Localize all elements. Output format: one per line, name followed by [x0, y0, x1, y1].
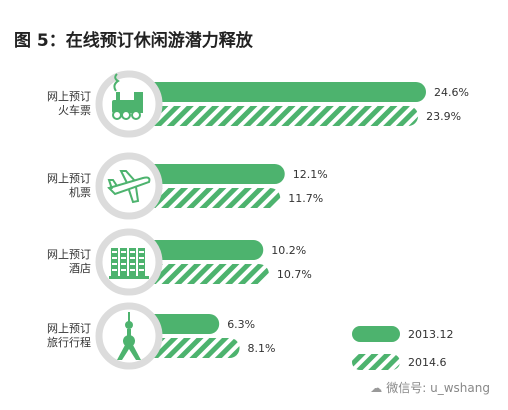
category-label: 网上预订: [47, 90, 91, 103]
hotel-column: [129, 248, 136, 276]
hotel-column: [120, 248, 127, 276]
value-label: 12.1%: [293, 168, 328, 181]
bar-2014.6: [129, 106, 419, 126]
tower-main-sphere: [123, 335, 135, 347]
category-label: 网上预订: [47, 172, 91, 185]
value-label: 23.9%: [426, 110, 461, 123]
tower-legs: [117, 345, 141, 360]
legend-swatch: [352, 326, 400, 342]
train-icon: [112, 73, 143, 120]
hotel-window: [139, 257, 144, 259]
category-label: 酒店: [69, 261, 91, 275]
hotel-window: [121, 251, 126, 253]
plane-wing-top: [119, 170, 136, 184]
bar-2014.6: [129, 188, 281, 208]
category-label: 机票: [69, 185, 91, 199]
hotel-base: [109, 276, 149, 279]
category-label: 网上预订: [47, 248, 91, 261]
value-label: 8.1%: [248, 342, 276, 355]
tower-icon: [117, 312, 141, 360]
category-label: 网上预订: [47, 322, 91, 335]
watermark: ☁ 微信号: u_wshang: [370, 379, 490, 396]
train-chimney: [116, 92, 120, 100]
hotel-window: [139, 251, 144, 253]
hotel-window: [112, 263, 117, 265]
train-smoke: [113, 73, 120, 92]
bar-2013.12: [129, 164, 285, 184]
tower-shaft: [127, 329, 131, 339]
airplane-icon: [107, 170, 151, 204]
icon-ring: [95, 152, 163, 220]
hotel-window: [121, 263, 126, 265]
bar-2014.6: [129, 264, 269, 284]
value-label: 10.2%: [271, 244, 306, 257]
value-label: 10.7%: [277, 268, 312, 281]
value-label: 24.6%: [434, 86, 469, 99]
legend-swatch: [352, 354, 400, 370]
tower-top-sphere: [125, 321, 133, 329]
hotel-column: [138, 248, 145, 276]
plane-fuselage: [107, 176, 151, 196]
category-label: 旅行行程: [47, 335, 91, 349]
train-cab: [134, 92, 143, 113]
hotel-window: [139, 263, 144, 265]
wechat-icon: ☁: [370, 381, 383, 395]
category-label: 火车票: [58, 103, 91, 117]
plane-wing-bottom: [128, 186, 140, 204]
value-label: 11.7%: [288, 192, 323, 205]
bar-2013.12: [129, 240, 264, 260]
hotel-icon: [109, 248, 149, 279]
hotel-window: [112, 251, 117, 253]
train-body: [112, 100, 138, 113]
legend-label: 2013.12: [408, 328, 454, 341]
hotel-column: [111, 248, 118, 276]
legend: 2013.12 2014.6: [352, 326, 454, 370]
chart-title: 图 5：在线预订休闲游潜力释放: [14, 31, 253, 51]
hotel-window: [112, 269, 117, 271]
bar-2013.12: [129, 82, 426, 102]
hotel-window: [121, 269, 126, 271]
value-label: 6.3%: [227, 318, 255, 331]
plane-tail: [107, 179, 118, 190]
hotel-window: [130, 251, 135, 253]
hotel-window: [130, 263, 135, 265]
hotel-window: [112, 257, 117, 259]
hotel-window: [130, 269, 135, 271]
train-wheel: [112, 110, 122, 120]
watermark-text: 微信号: u_wshang: [386, 381, 490, 395]
train-wheel: [131, 110, 141, 120]
hotel-window: [121, 257, 126, 259]
legend-label: 2014.6: [408, 356, 447, 369]
train-wheel: [121, 110, 131, 120]
hotel-window: [139, 269, 144, 271]
hotel-window: [130, 257, 135, 259]
